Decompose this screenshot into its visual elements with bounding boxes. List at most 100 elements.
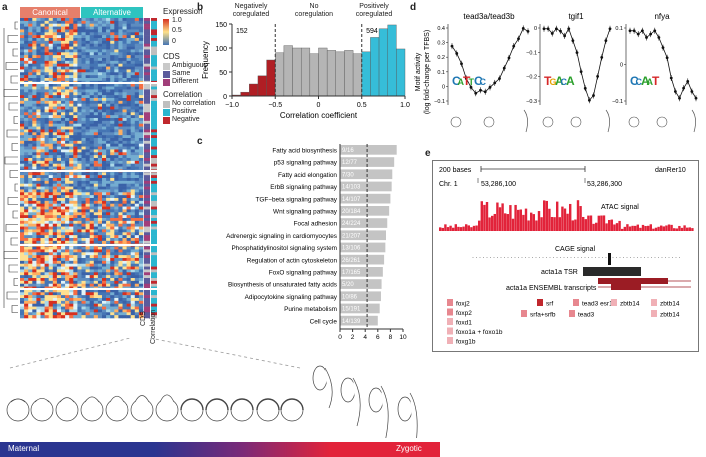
heatmap-cell (65, 272, 70, 276)
heatmap-cell (36, 120, 41, 125)
heatmap-cell (32, 92, 37, 96)
heatmap-cell (20, 166, 25, 170)
heatmap-cell (114, 66, 119, 70)
heatmap-cell (61, 306, 66, 310)
legend-expression-tick: 0 (172, 38, 176, 45)
heatmap-cell (93, 249, 99, 253)
heatmap-cell (85, 198, 90, 202)
heatmap-cell (77, 86, 82, 90)
cds-cell (144, 295, 150, 299)
heatmap-cell (138, 315, 144, 319)
heatmap-cell (85, 215, 90, 219)
heatmap-cell (44, 40, 49, 45)
atac-bar (553, 217, 556, 231)
heatmap-cell (61, 66, 66, 70)
heatmap-cell (130, 26, 136, 30)
heatmap-cell (138, 112, 144, 116)
heatmap-cell (48, 300, 54, 305)
heatmap-cell (52, 175, 58, 179)
heatmap-cell (122, 106, 127, 110)
heatmap-cell (28, 149, 33, 153)
heatmap-cell (52, 86, 58, 90)
heatmap-cell (114, 152, 119, 156)
atac-bar (626, 224, 629, 231)
heatmap-cell (77, 249, 82, 253)
heatmap-cell (52, 66, 58, 70)
heatmap-cell (36, 135, 41, 139)
heatmap-cell (106, 78, 111, 82)
heatmap-cell (85, 149, 90, 153)
heatmap-cell (61, 155, 66, 159)
heatmap-cell (106, 43, 111, 47)
heatmap-cell (36, 158, 41, 162)
heatmap-cell (52, 309, 58, 313)
heatmap-cell (65, 178, 70, 182)
heatmap-cell (77, 186, 82, 190)
heatmap-cell (81, 40, 86, 45)
heatmap-cell (36, 309, 41, 313)
tfbs-box (651, 310, 657, 317)
heatmap-cell (118, 218, 123, 222)
heatmap-cell (77, 272, 82, 276)
heatmap-cell (138, 29, 144, 33)
heatmap-cell (85, 95, 90, 99)
correlation-cell (151, 206, 157, 210)
heatmap-cell (77, 215, 82, 219)
tfbs-box (447, 318, 453, 325)
heatmap-cell (93, 38, 99, 42)
heatmap-cell (81, 223, 86, 227)
heatmap-cell (52, 260, 58, 265)
heatmap-cell (110, 180, 115, 185)
heatmap-cell (85, 69, 90, 73)
pathway-name: Biosynthesis of unsaturated fatty acids (228, 282, 337, 289)
heatmap-cell (48, 289, 54, 293)
heatmap-cell (32, 283, 37, 287)
heatmap-cell (134, 280, 140, 285)
heatmap-cell (32, 120, 37, 125)
heatmap-cell (44, 223, 49, 227)
heatmap-cell (44, 269, 49, 273)
atac-bar (597, 215, 600, 231)
atac-bar (441, 227, 444, 231)
heatmap-cell (77, 46, 82, 50)
heatmap-cell (93, 260, 99, 265)
heatmap-cell (138, 249, 144, 253)
heatmap-cell (93, 278, 99, 282)
heatmap-cell (93, 189, 99, 193)
heatmap-cell (69, 189, 74, 193)
cds-cell (144, 75, 150, 79)
heatmap-cell (130, 226, 136, 230)
heatmap-cell (40, 78, 45, 82)
heatmap-cell (97, 32, 103, 36)
heatmap-cell (93, 69, 99, 73)
heatmap-cell (85, 40, 90, 45)
heatmap-cell (102, 255, 107, 259)
heatmap-cell (85, 283, 90, 287)
heatmap-cell (138, 300, 144, 305)
heatmap-cell (122, 198, 127, 202)
heatmap-cell (32, 89, 37, 93)
cds-cell (144, 89, 150, 93)
heatmap-cell (134, 35, 140, 39)
heatmap-cell (102, 98, 107, 102)
heatmap-cell (52, 78, 58, 82)
heatmap-cell (73, 223, 78, 227)
heatmap-cell (93, 23, 99, 27)
heatmap-cell (122, 89, 127, 93)
heatmap-cell (65, 312, 70, 316)
heatmap-cell (81, 272, 86, 276)
heatmap-cell (52, 266, 58, 270)
heatmap-cell (56, 86, 62, 90)
heatmap-cell (73, 100, 78, 105)
heatmap-cell (69, 226, 74, 230)
heatmap-cell (126, 232, 131, 236)
heatmap-cell (106, 86, 111, 90)
histogram-bar (309, 53, 319, 97)
heatmap-cell (61, 272, 66, 276)
heatmap-cell (77, 132, 82, 136)
heatmap-cell (24, 229, 29, 233)
heatmap-cell (36, 155, 41, 159)
heatmap-cell (106, 309, 111, 313)
heatmap-cell (48, 43, 54, 47)
heatmap-cell (106, 218, 111, 222)
